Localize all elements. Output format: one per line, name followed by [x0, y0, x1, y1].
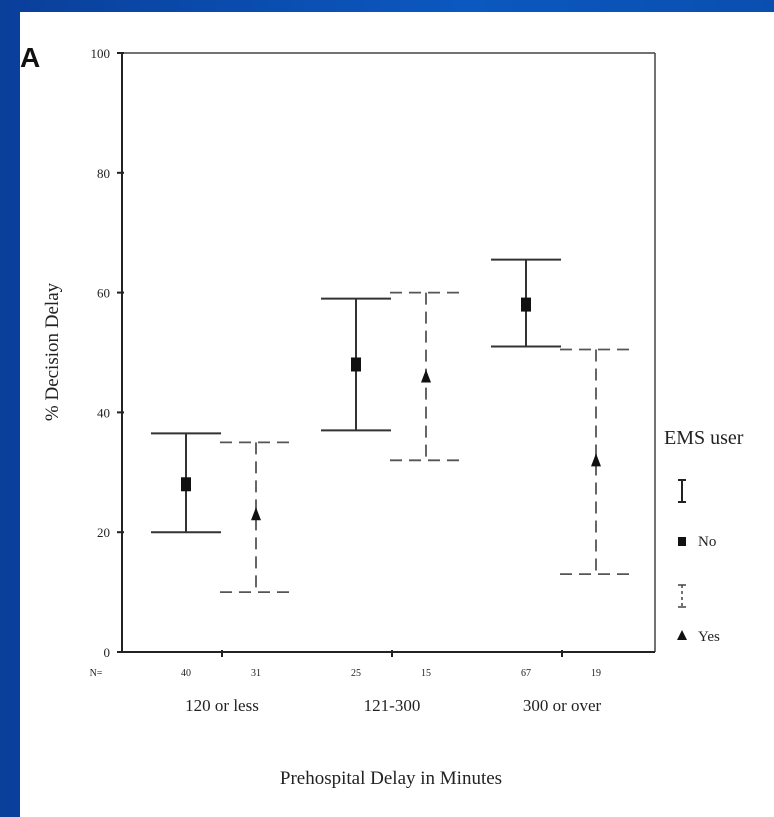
y-tick-label: 20 — [97, 525, 110, 540]
slide-panel — [20, 12, 774, 817]
error-bar-no — [491, 258, 561, 348]
y-tick-label: 60 — [97, 286, 110, 301]
x-ticks: N= 120 or less 121-300 300 or over 40 25 67 31 1… — [90, 650, 602, 715]
y-tick-label: 100 — [91, 46, 111, 61]
legend-no-marker — [678, 537, 686, 546]
y-tick-label: 0 — [104, 645, 111, 660]
n-prefix-label: N= — [90, 668, 103, 679]
y-tick-label: 80 — [97, 166, 110, 181]
y-tick-label: 40 — [97, 405, 110, 420]
series-layer — [151, 258, 632, 593]
x-axis-label: Prehospital Delay in Minutes — [280, 768, 502, 789]
n-count-label: 19 — [591, 668, 601, 679]
x-tick-label: 120 or less — [185, 696, 259, 715]
mean-marker-triangle — [251, 507, 261, 521]
mean-marker-square — [351, 357, 361, 372]
mean-marker-triangle — [591, 453, 601, 467]
legend-title: EMS user — [664, 427, 744, 449]
legend-yes-label: Yes — [698, 629, 720, 645]
n-count-label: 25 — [351, 668, 361, 679]
error-bar-yes — [390, 291, 462, 462]
error-bar-yes — [560, 348, 632, 576]
mean-marker-square — [181, 477, 191, 492]
legend: EMS user No Yes — [664, 427, 744, 645]
n-count-label: 67 — [521, 668, 531, 679]
legend-no-label: No — [698, 534, 716, 550]
y-axis-label: % Decision Delay — [42, 282, 63, 421]
error-bar-no — [151, 432, 221, 534]
legend-yes-marker — [677, 630, 687, 640]
x-tick-label: 300 or over — [523, 696, 602, 715]
x-tick-label: 121-300 — [364, 696, 421, 715]
n-count-label: 31 — [251, 668, 261, 679]
error-bar-yes — [220, 441, 292, 593]
y-ticks: 0 20 40 60 80 100 — [91, 46, 124, 660]
n-count-label: 40 — [181, 668, 191, 679]
mean-marker-square — [521, 297, 531, 312]
error-bar-no — [321, 297, 391, 432]
panel-letter: A — [20, 42, 41, 73]
n-count-label: 15 — [421, 668, 431, 679]
mean-marker-triangle — [421, 369, 431, 383]
